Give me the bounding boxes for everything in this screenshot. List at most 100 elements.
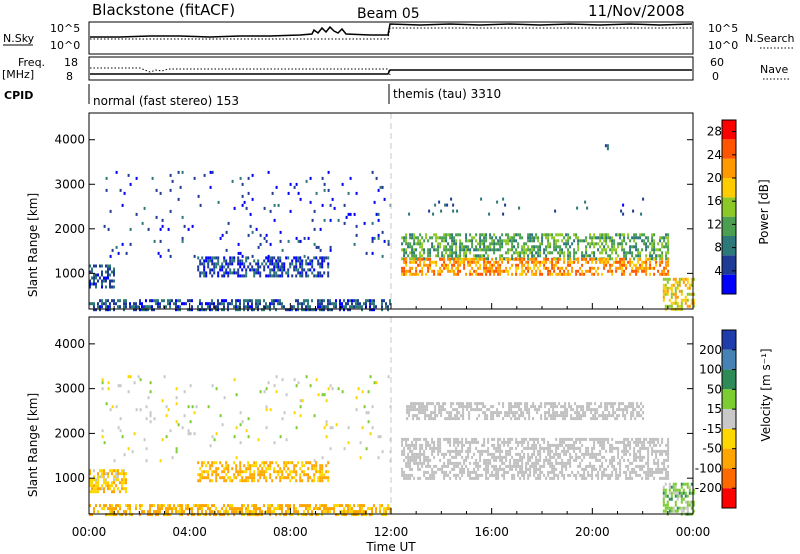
velocity-cell	[529, 467, 532, 471]
velocity-cell	[353, 510, 355, 514]
power-cell	[463, 263, 466, 267]
power-cell	[277, 265, 280, 269]
velocity-cell	[215, 479, 218, 483]
power-cell	[343, 221, 346, 225]
velocity-cell	[275, 461, 278, 465]
cpid-label: CPID	[4, 89, 33, 102]
velocity-cell	[643, 437, 646, 441]
velocity-cell	[587, 470, 590, 474]
power-cell	[373, 305, 375, 309]
power-cell	[113, 285, 115, 289]
velocity-cell	[667, 476, 670, 480]
power-cell	[655, 248, 658, 252]
power-cell	[321, 265, 324, 269]
velocity-cell	[606, 402, 609, 406]
velocity-cell	[385, 513, 387, 517]
velocity-cell	[207, 470, 210, 474]
power-cell	[297, 302, 299, 306]
velocity-cell	[439, 443, 442, 447]
power-cell	[493, 245, 496, 249]
power-cell	[249, 268, 252, 272]
power-cell	[444, 203, 447, 207]
power-cell	[473, 260, 476, 264]
power-cell	[429, 236, 432, 240]
power-cell	[409, 233, 412, 237]
velocity-cell	[281, 476, 284, 480]
power-cell	[209, 170, 212, 174]
velocity-cell	[567, 446, 570, 450]
power-cell	[251, 302, 253, 306]
velocity-cell	[319, 470, 322, 474]
power-cell	[487, 257, 490, 261]
power-cell	[489, 260, 492, 264]
x-axis-label: Time UT	[365, 540, 416, 554]
velocity-cell	[606, 408, 609, 412]
power-cell	[662, 289, 665, 293]
power-cell	[641, 263, 644, 267]
velocity-cell	[199, 513, 201, 517]
cpid-mode-normal: normal (fast stereo) 153	[93, 94, 239, 108]
power-cell	[643, 233, 646, 237]
velocity-cell	[325, 464, 328, 468]
power-cell	[443, 239, 446, 243]
velocity-cell	[511, 464, 514, 468]
power-cell	[597, 257, 600, 261]
power-cell	[607, 245, 610, 249]
power-cell	[223, 305, 225, 309]
power-cell	[513, 233, 516, 237]
power-cell	[405, 251, 408, 255]
power-cell	[601, 257, 604, 261]
velocity-cell	[632, 414, 635, 418]
power-cell	[611, 248, 614, 252]
velocity-cell	[131, 450, 134, 454]
power-cell	[423, 260, 426, 264]
power-cell	[245, 259, 248, 263]
velocity-cell	[221, 464, 224, 468]
velocity-cell	[674, 503, 677, 507]
power-cell	[341, 305, 343, 309]
power-cell	[541, 239, 544, 243]
velocity-cell	[531, 452, 534, 456]
frequency-panel: Freq. [MHz] 18 8 60 0 Nave	[2, 56, 790, 83]
velocity-cell	[461, 464, 464, 468]
velocity-cell	[247, 417, 250, 421]
power-cell	[181, 215, 184, 219]
velocity-cell	[293, 510, 295, 514]
velocity-cell	[205, 513, 207, 517]
power-cell	[109, 302, 111, 306]
velocity-cell	[531, 443, 534, 447]
velocity-cell	[231, 504, 233, 508]
velocity-cell	[103, 441, 106, 445]
velocity-cell	[199, 473, 202, 477]
velocity-cell	[317, 507, 319, 511]
power-cell	[317, 302, 319, 306]
velocity-cell	[621, 455, 624, 459]
velocity-cell	[245, 476, 248, 480]
velocity-cell	[253, 479, 256, 483]
velocity-cell	[475, 464, 478, 468]
power-cell	[465, 245, 468, 249]
power-cell	[684, 295, 687, 299]
power-cell	[327, 262, 330, 266]
velocity-cell	[430, 411, 433, 415]
power-cell	[445, 236, 448, 240]
power-cell	[413, 242, 416, 246]
velocity-cell	[179, 504, 181, 508]
velocity-cell	[113, 469, 115, 473]
power-cell	[641, 260, 644, 264]
power-cell	[601, 272, 604, 276]
velocity-cell	[167, 504, 169, 508]
power-cell	[678, 304, 681, 308]
power-cell	[239, 251, 242, 255]
power-cell	[237, 305, 239, 309]
power-cell	[93, 264, 95, 268]
velocity-cell	[617, 455, 620, 459]
power-cell	[259, 302, 261, 306]
power-cell	[119, 299, 121, 303]
power-cell	[455, 260, 458, 264]
power-cell	[371, 170, 374, 174]
velocity-cell	[495, 446, 498, 450]
power-cell	[625, 263, 628, 267]
velocity-cell	[509, 446, 512, 450]
